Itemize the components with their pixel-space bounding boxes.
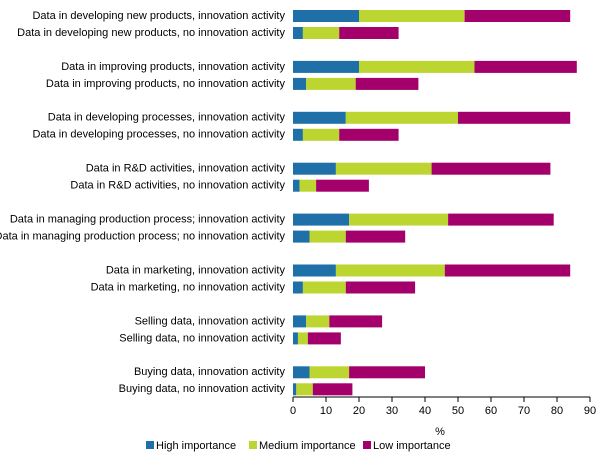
bar-segment xyxy=(329,315,383,328)
y-tick-label: Data in marketing, innovation activity xyxy=(106,264,286,276)
y-tick-label: Data in R&D activities, no innovation ac… xyxy=(70,180,285,192)
x-axis-label: % xyxy=(435,426,445,438)
bar-segment xyxy=(299,179,317,192)
bar-segment xyxy=(302,128,340,141)
bar-segment xyxy=(464,10,571,22)
x-tick-label: 90 xyxy=(584,405,596,417)
x-tick-label: 20 xyxy=(353,405,365,417)
bar-segment xyxy=(345,230,406,243)
bar-segment xyxy=(293,383,297,396)
bar-segment xyxy=(293,213,350,226)
legend-swatch xyxy=(249,441,257,449)
y-tick-label: Data in improving products, no innovatio… xyxy=(46,78,286,90)
y-tick-label: Data in marketing, no innovation activit… xyxy=(91,281,286,293)
bar-segment xyxy=(297,332,308,345)
x-tick-label: 40 xyxy=(419,405,431,417)
bar-segment xyxy=(349,213,449,226)
y-tick-label: Data in developing new products, no inno… xyxy=(17,27,285,39)
y-tick-label: Buying data, no innovation activity xyxy=(119,383,286,395)
bar-segment xyxy=(316,179,369,192)
legend-label: Low importance xyxy=(373,440,451,452)
bar-segment xyxy=(359,60,475,73)
bar-segment xyxy=(293,27,303,39)
bar-segment xyxy=(309,230,346,243)
bar-segment xyxy=(293,77,307,90)
bar-segment xyxy=(293,10,359,22)
bar-segment xyxy=(349,366,425,379)
bar-segment xyxy=(293,111,346,124)
legend-swatch xyxy=(363,441,371,449)
bar-segment xyxy=(302,281,346,294)
bar-segment xyxy=(293,162,336,175)
bar-segment xyxy=(335,162,432,175)
x-tick-label: 10 xyxy=(320,405,332,417)
x-tick-label: 80 xyxy=(551,405,563,417)
legend-swatch xyxy=(146,441,154,449)
bar-segment xyxy=(293,179,300,192)
bar-segment xyxy=(359,10,465,22)
y-tick-label: Data in developing new products, innovat… xyxy=(32,10,285,22)
bar-segment xyxy=(448,213,554,226)
y-tick-label: Data in managing production process; inn… xyxy=(10,214,286,226)
y-tick-label: Data in developing processes, no innovat… xyxy=(32,129,285,141)
y-tick-label: Data in R&D activities, innovation activ… xyxy=(86,163,286,175)
bar-segment xyxy=(306,315,330,328)
bar-segment xyxy=(293,281,303,294)
bar-segment xyxy=(293,366,310,379)
y-tick-label: Data in developing processes, innovation… xyxy=(48,112,286,124)
bar-segment xyxy=(293,60,359,73)
bar-segment xyxy=(293,264,336,277)
x-tick-label: 70 xyxy=(518,405,530,417)
bar-segment xyxy=(444,264,571,277)
x-tick-label: 50 xyxy=(452,405,464,417)
bar-segment xyxy=(339,128,399,141)
bar-segment xyxy=(474,60,577,73)
bar-segment xyxy=(293,315,307,328)
bar-segment xyxy=(296,383,313,396)
bar-segment xyxy=(335,264,445,277)
bar-segment xyxy=(431,162,551,175)
bar-segment xyxy=(302,27,340,39)
x-tick-label: 0 xyxy=(290,405,296,417)
bar-segment xyxy=(293,128,303,141)
x-tick-label: 30 xyxy=(386,405,398,417)
bar-segment xyxy=(293,332,298,345)
bar-segment xyxy=(339,27,399,39)
y-tick-label: Data in managing production process; no … xyxy=(0,231,285,243)
bar-segment xyxy=(345,281,416,294)
y-tick-label: Selling data, no innovation activity xyxy=(119,332,285,344)
bar-segment xyxy=(293,230,310,243)
y-tick-label: Selling data, innovation activity xyxy=(135,315,286,327)
bar-segment xyxy=(309,366,350,379)
x-tick-label: 60 xyxy=(485,405,497,417)
bar-segment xyxy=(345,111,458,124)
bar-segment xyxy=(306,77,356,90)
y-tick-label: Data in improving products, innovation a… xyxy=(61,61,285,73)
bar-segment xyxy=(355,77,419,90)
legend-label: High importance xyxy=(156,440,236,452)
bar-segment xyxy=(458,111,571,124)
bar-segment xyxy=(307,332,341,345)
legend-label: Medium importance xyxy=(259,440,356,452)
y-tick-label: Buying data, innovation activity xyxy=(134,366,286,378)
bar-segment xyxy=(312,383,353,396)
